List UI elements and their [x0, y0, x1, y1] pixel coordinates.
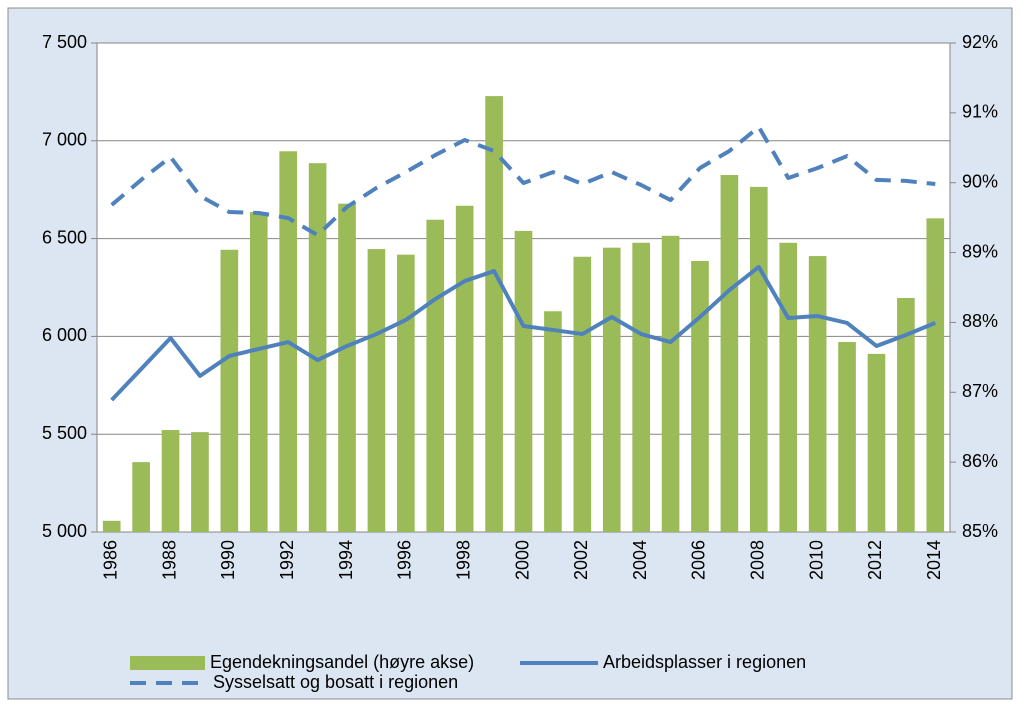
bar [191, 432, 209, 532]
bar [808, 256, 827, 532]
x-tick-label: 2000 [512, 540, 532, 580]
y2-tick-label: 91% [962, 102, 998, 122]
legend-label: Egendekningsandel (høyre akse) [210, 652, 474, 672]
bar [749, 186, 768, 533]
bar [161, 430, 180, 532]
y2-tick-label: 90% [962, 171, 998, 191]
x-tick-label: 1990 [218, 540, 238, 580]
x-tick-label: 2010 [806, 540, 826, 580]
y2-tick-label: 87% [962, 381, 998, 401]
bar [367, 249, 386, 533]
x-tick-label: 2002 [571, 540, 591, 580]
bar [544, 311, 562, 532]
y-tick-label: 6 000 [42, 325, 87, 345]
dashed-line [110, 124, 936, 238]
bar [573, 256, 592, 532]
x-tick-label: 2006 [689, 540, 709, 580]
bar [102, 520, 121, 532]
y2-tick-label: 89% [962, 241, 998, 261]
x-tick-label: 2014 [924, 540, 944, 580]
bar [602, 247, 621, 532]
y-tick-label: 6 500 [42, 227, 87, 247]
bar [514, 230, 533, 532]
bar [779, 242, 798, 532]
y2-tick-label: 88% [962, 311, 998, 331]
bar [897, 297, 915, 532]
y2-tick-label: 92% [962, 32, 998, 52]
bar [308, 163, 327, 532]
bar [132, 462, 150, 532]
bar [661, 235, 680, 532]
legend-label: Sysselsatt og bosatt i regionen [213, 672, 458, 692]
x-tick-label: 1988 [159, 540, 179, 580]
bar [397, 254, 415, 532]
bar [338, 203, 356, 532]
bar [220, 249, 239, 532]
y-tick-label: 5 500 [42, 423, 87, 443]
bar [426, 219, 445, 532]
bar [867, 353, 886, 532]
y-tick-label: 5 000 [42, 521, 87, 541]
bar [249, 212, 268, 532]
bar [485, 96, 503, 532]
y2-tick-label: 86% [962, 451, 998, 471]
x-tick-label: 2008 [748, 540, 768, 580]
y-tick-label: 7 500 [42, 32, 87, 52]
x-tick-label: 1994 [336, 540, 356, 580]
legend-swatch [130, 656, 205, 670]
line [110, 264, 937, 402]
x-tick-label: 1986 [100, 540, 120, 580]
y-tick-label: 7 000 [42, 130, 87, 150]
bar [455, 205, 474, 532]
x-tick-label: 1992 [277, 540, 297, 580]
x-tick-label: 1996 [395, 540, 415, 580]
bar [926, 218, 945, 532]
bar [632, 242, 650, 532]
x-tick-label: 1998 [453, 540, 473, 580]
bar [691, 260, 709, 532]
y2-tick-label: 85% [962, 521, 998, 541]
bar [838, 341, 856, 532]
x-tick-label: 2004 [630, 540, 650, 580]
bar [720, 175, 739, 532]
x-tick-label: 2012 [865, 540, 885, 580]
legend-label: Arbeidsplasser i regionen [603, 652, 806, 672]
